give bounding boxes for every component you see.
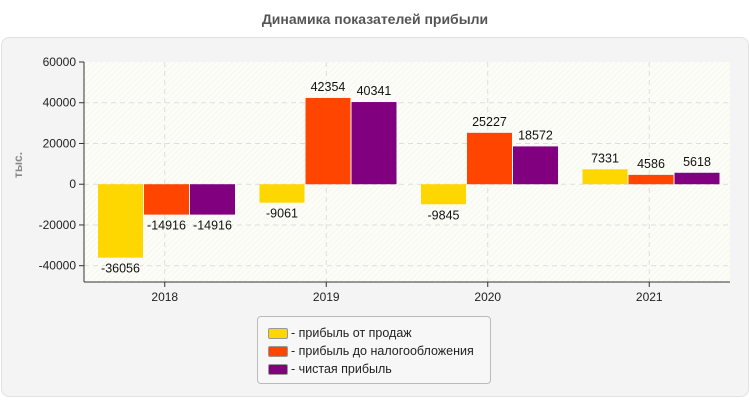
chart-title: Динамика показателей прибыли bbox=[261, 11, 489, 27]
bar-2021-series-3 bbox=[674, 172, 720, 185]
legend-item: - прибыль до налогообложения bbox=[268, 343, 474, 359]
y-tick-label: -40000 bbox=[39, 259, 77, 273]
bar-2018-series-3 bbox=[190, 184, 235, 215]
bar-2020-series-1 bbox=[421, 184, 466, 205]
legend-swatch bbox=[268, 363, 288, 375]
data-label: -9061 bbox=[266, 207, 298, 221]
y-tick-label: 40000 bbox=[43, 96, 77, 110]
data-label: 5618 bbox=[683, 155, 711, 169]
bar-2018-series-1 bbox=[98, 184, 143, 258]
y-tick-label: 0 bbox=[69, 177, 76, 191]
bar-2019-series-1 bbox=[259, 184, 305, 203]
x-tick-label: 2018 bbox=[151, 290, 178, 304]
data-label: 4586 bbox=[637, 157, 665, 171]
y-axis-label: тыс. bbox=[11, 152, 25, 178]
data-label: -14916 bbox=[147, 219, 186, 233]
data-label: 42354 bbox=[311, 80, 346, 94]
bar-2018-series-2 bbox=[144, 184, 189, 215]
legend-item: - чистая прибыль bbox=[268, 361, 392, 377]
bar-2021-series-2 bbox=[628, 174, 674, 185]
bar-2019-series-3 bbox=[351, 102, 397, 185]
x-tick-label: 2020 bbox=[474, 290, 501, 304]
plot-area bbox=[84, 62, 730, 282]
legend-label: - чистая прибыль bbox=[291, 362, 392, 376]
data-label: -36056 bbox=[101, 262, 140, 276]
legend: - прибыль от продаж - прибыль до налогооб… bbox=[257, 316, 491, 384]
legend-label: - прибыль от продаж bbox=[291, 326, 412, 340]
bar-2020-series-3 bbox=[513, 146, 558, 185]
legend-item: - прибыль от продаж bbox=[268, 325, 412, 341]
bar-2021-series-1 bbox=[582, 169, 628, 185]
y-tick-label: 20000 bbox=[43, 136, 77, 150]
data-label: 7331 bbox=[591, 151, 619, 165]
bar-2019-series-2 bbox=[305, 97, 351, 185]
y-tick-label: 60000 bbox=[43, 55, 77, 69]
data-label: 40341 bbox=[357, 84, 392, 98]
legend-label: - прибыль до налогообложения bbox=[291, 344, 474, 358]
legend-swatch bbox=[268, 327, 288, 339]
legend-swatch bbox=[268, 345, 288, 357]
data-label: -9845 bbox=[428, 208, 460, 222]
y-tick-label: -20000 bbox=[39, 218, 77, 232]
bar-2020-series-2 bbox=[467, 132, 512, 185]
data-label: 25227 bbox=[472, 115, 507, 129]
data-label: -14916 bbox=[193, 219, 232, 233]
data-label: 18572 bbox=[518, 128, 553, 142]
x-tick-label: 2021 bbox=[636, 290, 663, 304]
x-tick-label: 2019 bbox=[313, 290, 340, 304]
